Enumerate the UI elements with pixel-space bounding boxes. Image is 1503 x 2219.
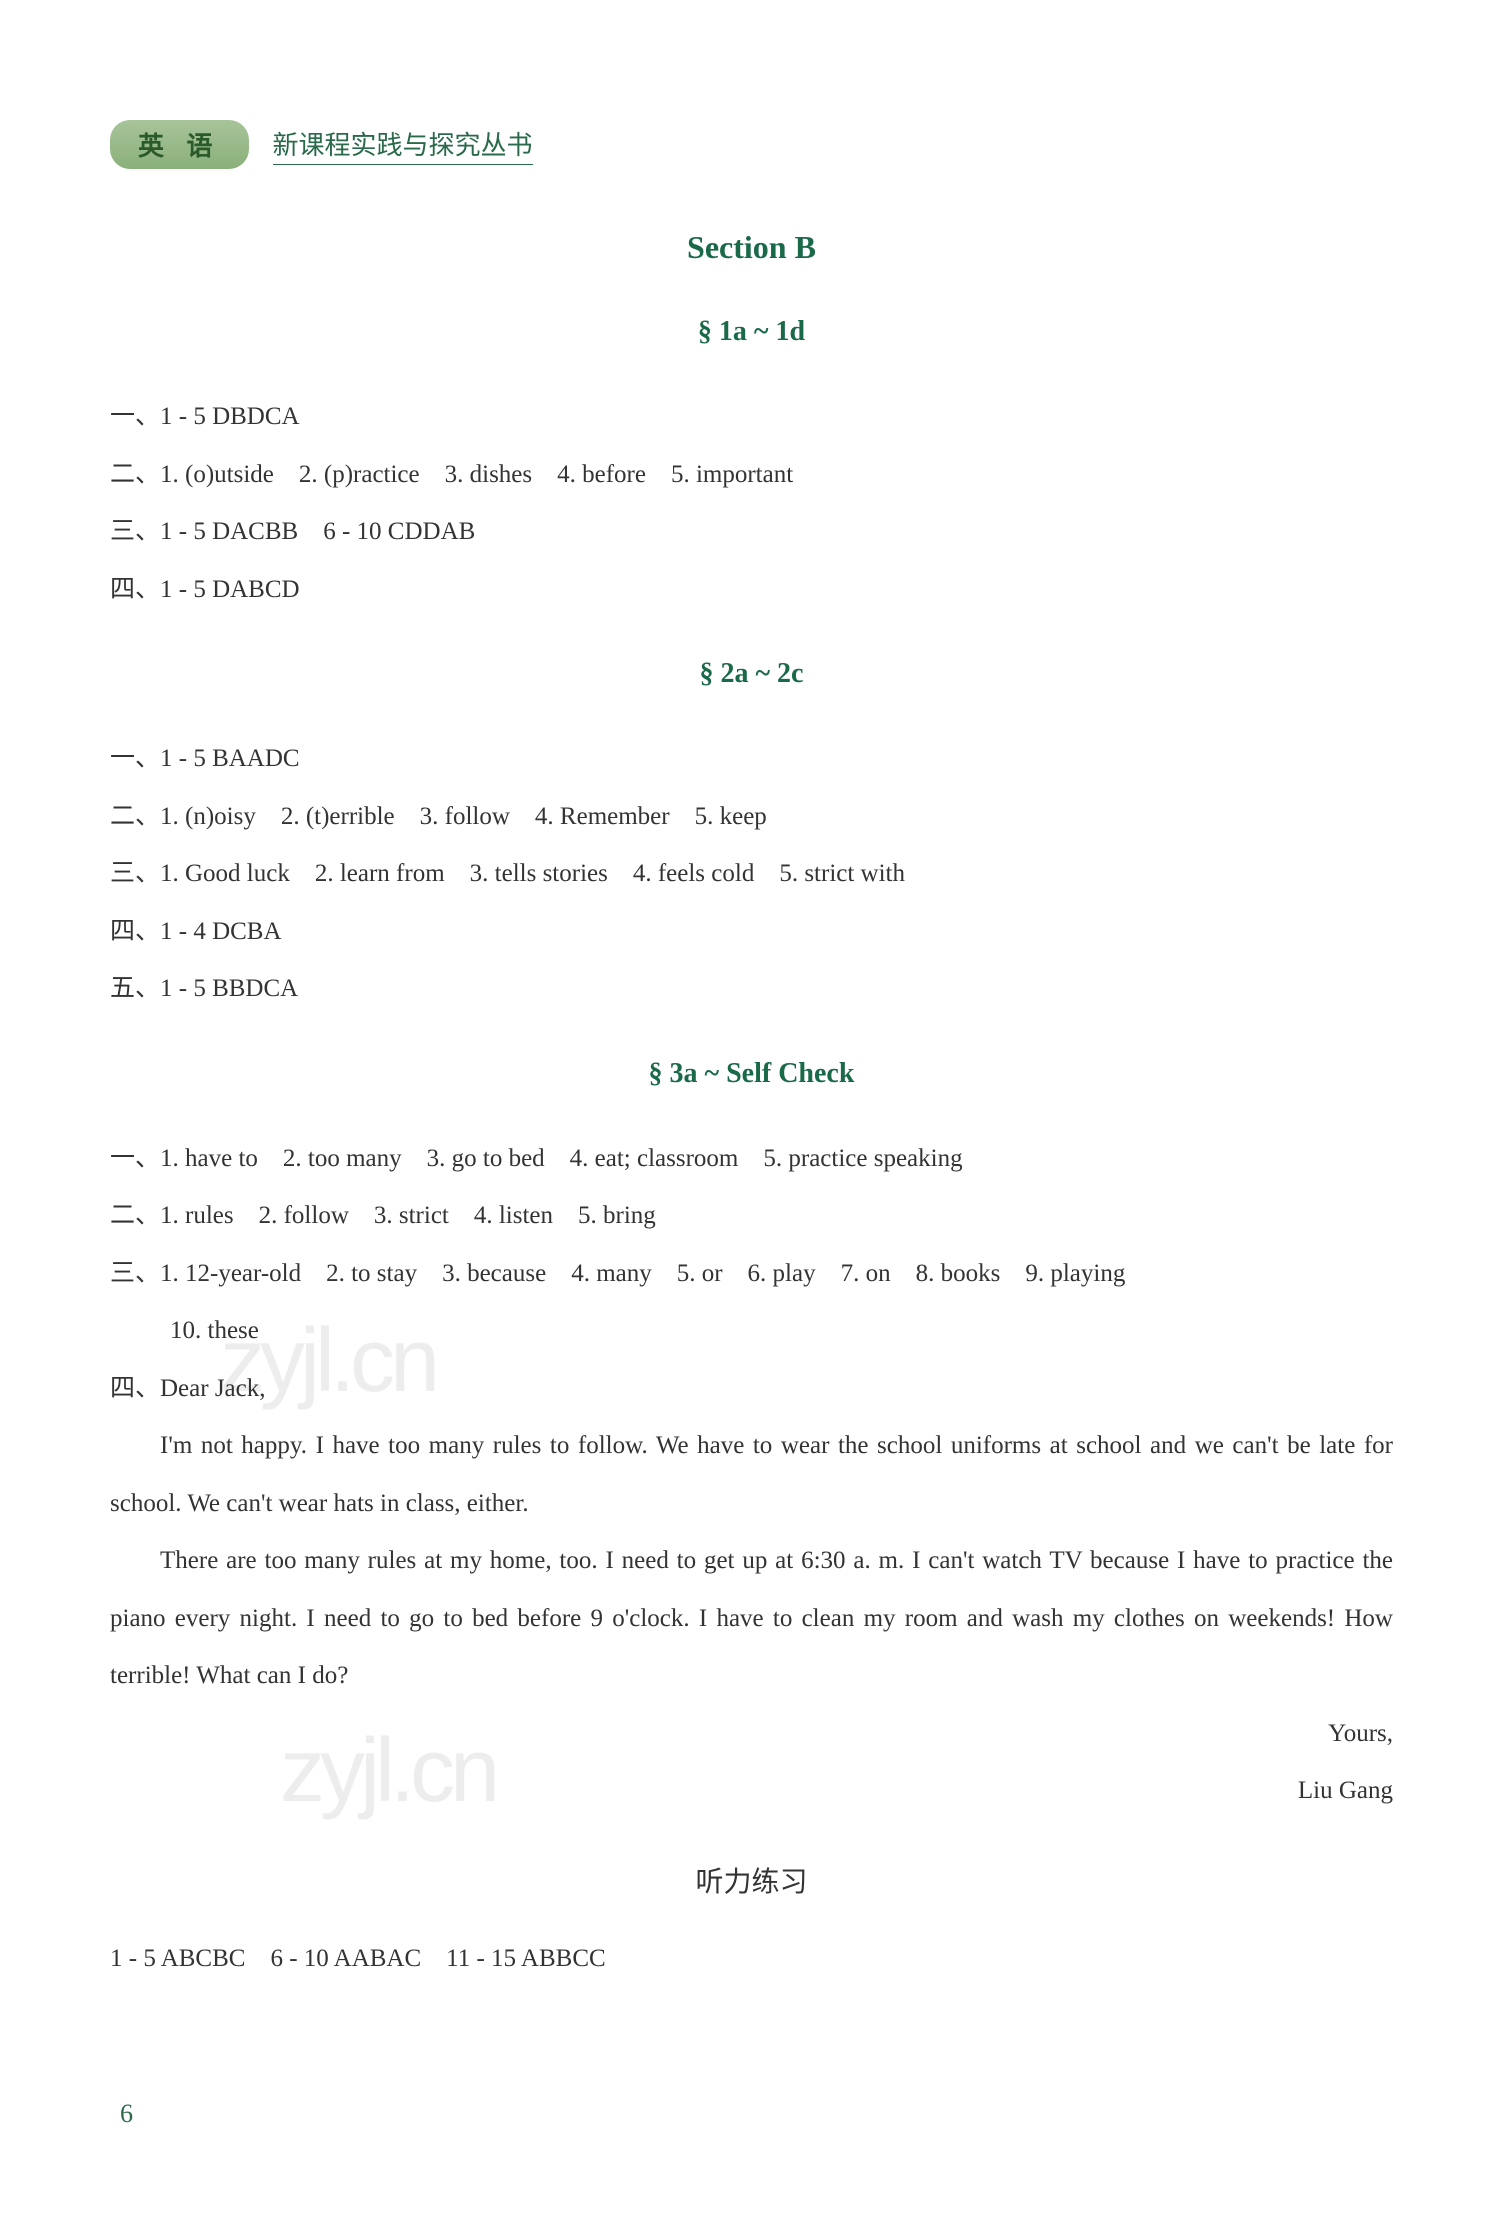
letter-signature: Liu Gang xyxy=(110,1762,1393,1820)
series-title: 新课程实践与探究丛书 xyxy=(273,125,533,165)
answer-line: 一、1 - 5 DBDCA xyxy=(110,388,1393,446)
answer-line: 四、1 - 4 DCBA xyxy=(110,903,1393,961)
answer-line: 三、1. 12-year-old 2. to stay 3. because 4… xyxy=(110,1245,1393,1303)
page-number: 6 xyxy=(120,2099,133,2129)
letter-paragraph: There are too many rules at my home, too… xyxy=(110,1532,1393,1705)
listening-title: 听力练习 xyxy=(110,1860,1393,1900)
answer-line: 二、1. rules 2. follow 3. strict 4. listen… xyxy=(110,1187,1393,1245)
answer-line-indented: 10. these xyxy=(110,1302,1393,1360)
answer-line: 四、1 - 5 DABCD xyxy=(110,561,1393,619)
answer-line: 三、1. Good luck 2. learn from 3. tells st… xyxy=(110,845,1393,903)
answer-line: 二、1. (n)oisy 2. (t)errible 3. follow 4. … xyxy=(110,788,1393,846)
subsection-title-1: § 1a ~ 1d xyxy=(110,316,1393,348)
subsection-title-3: § 3a ~ Self Check xyxy=(110,1058,1393,1090)
answer-line: 一、1. have to 2. too many 3. go to bed 4.… xyxy=(110,1130,1393,1188)
letter-paragraph: I'm not happy. I have too many rules to … xyxy=(110,1417,1393,1532)
letter-greeting: 四、Dear Jack, xyxy=(110,1360,1393,1418)
answer-line: 一、1 - 5 BAADC xyxy=(110,730,1393,788)
page-header: 英 语 新课程实践与探究丛书 xyxy=(110,120,1393,169)
section-title: Section B xyxy=(110,229,1393,266)
subsection-title-2: § 2a ~ 2c xyxy=(110,658,1393,690)
letter-closing: Yours, xyxy=(110,1705,1393,1763)
answer-line: 三、1 - 5 DACBB 6 - 10 CDDAB xyxy=(110,503,1393,561)
page-content: 英 语 新课程实践与探究丛书 Section B § 1a ~ 1d 一、1 -… xyxy=(110,120,1393,1987)
answer-line: 二、1. (o)utside 2. (p)ractice 3. dishes 4… xyxy=(110,446,1393,504)
listening-answers: 1 - 5 ABCBC 6 - 10 AABAC 11 - 15 ABBCC xyxy=(110,1930,1393,1988)
answer-line: 五、1 - 5 BBDCA xyxy=(110,960,1393,1018)
subject-badge: 英 语 xyxy=(110,120,249,169)
